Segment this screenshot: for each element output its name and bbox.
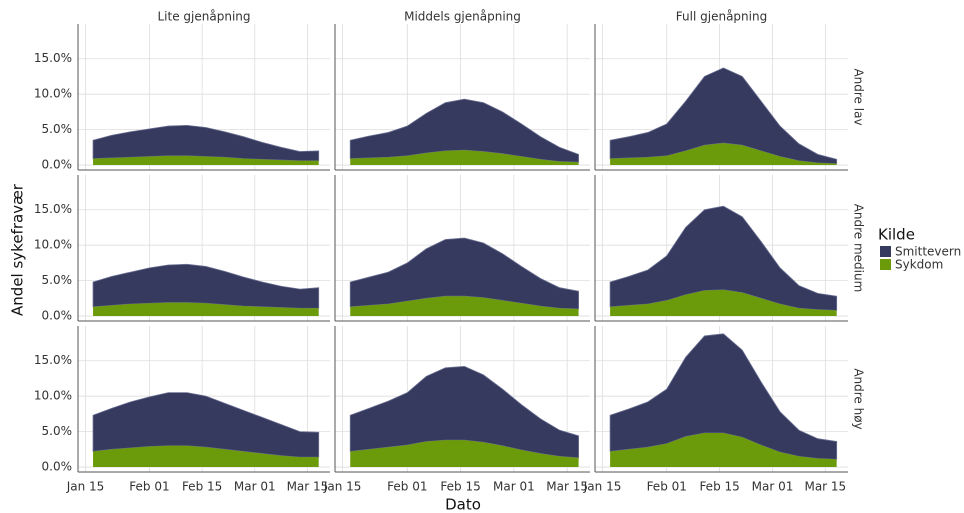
x-tick-label: Mar 01: [493, 480, 535, 494]
legend-label: Smittevern: [895, 245, 961, 259]
facet-row-label: Andre medium: [852, 204, 866, 293]
area-smittevern: [349, 365, 579, 459]
x-tick-label: Mar 01: [752, 480, 794, 494]
area-sykdom: [93, 155, 319, 166]
x-tick-label: Feb 01: [387, 480, 427, 494]
x-tick-label: Feb 15: [182, 480, 222, 494]
area-sykdom: [350, 296, 579, 317]
legend-label: Sykdom: [895, 258, 943, 272]
x-tick-label: Mar 01: [234, 480, 276, 494]
x-tick-label: Jan 15: [323, 480, 362, 494]
area-smittevern: [609, 333, 838, 460]
x-tick-label: Feb 01: [129, 480, 169, 494]
facet-column-label: Full gjenåpning: [676, 10, 767, 24]
y-tick-label: 15.0%: [34, 353, 72, 367]
x-tick-label: Mar 15: [804, 480, 846, 494]
area-sykdom: [350, 440, 579, 468]
area-sykdom: [93, 445, 319, 468]
area-sykdom: [610, 143, 837, 166]
y-tick-label: 15.0%: [34, 202, 72, 216]
y-tick-label: 0.0%: [42, 158, 73, 172]
y-tick-label: 0.0%: [42, 460, 73, 474]
facet-column-label: Middels gjenåpning: [404, 10, 521, 24]
area-smittevern: [609, 67, 838, 165]
legend-swatch: [880, 259, 891, 270]
y-tick-label: 10.0%: [34, 389, 72, 403]
area-sykdom: [93, 302, 319, 317]
x-tick-label: Mar 15: [287, 480, 329, 494]
area-smittevern: [92, 263, 320, 309]
facet-row-label: Andre lav: [852, 68, 866, 125]
legend-title: Kilde: [878, 226, 915, 244]
x-tick-label: Jan 15: [583, 480, 622, 494]
x-tick-label: Feb 15: [699, 480, 739, 494]
x-tick-label: Jan 15: [66, 480, 105, 494]
facet-row-label: Andre høy: [852, 368, 866, 429]
x-tick-label: Feb 15: [440, 480, 480, 494]
y-tick-label: 5.0%: [42, 273, 73, 287]
legend-swatch: [880, 246, 891, 257]
y-tick-label: 15.0%: [34, 51, 72, 65]
y-tick-label: 10.0%: [34, 87, 72, 101]
area-smittevern: [92, 124, 320, 162]
area-sykdom: [350, 150, 579, 166]
y-tick-label: 5.0%: [42, 424, 73, 438]
facet-column-label: Lite gjenåpning: [158, 10, 251, 24]
y-axis-label: Andel sykefravær: [9, 183, 27, 316]
area-sykdom: [610, 433, 837, 468]
y-tick-label: 5.0%: [42, 122, 73, 136]
y-tick-label: 0.0%: [42, 309, 73, 323]
x-tick-label: Feb 01: [647, 480, 687, 494]
y-tick-label: 10.0%: [34, 238, 72, 252]
area-smittevern: [349, 237, 579, 310]
area-sykdom: [610, 289, 837, 317]
x-tick-label: Mar 15: [546, 480, 588, 494]
x-axis-label: Dato: [445, 496, 481, 513]
